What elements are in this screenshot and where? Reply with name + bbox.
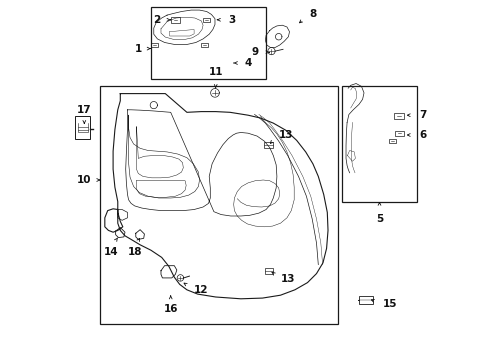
Bar — [341, 86, 416, 202]
Text: 14: 14 — [104, 247, 119, 257]
Bar — [358, 296, 372, 304]
Text: 7: 7 — [418, 110, 426, 120]
Text: 1: 1 — [134, 44, 142, 54]
Text: 3: 3 — [228, 15, 235, 25]
Bar — [393, 113, 404, 119]
Bar — [151, 7, 265, 79]
Bar — [101, 86, 337, 324]
Text: 12: 12 — [194, 285, 208, 295]
Text: 11: 11 — [208, 67, 223, 77]
Bar — [264, 142, 272, 148]
Text: 17: 17 — [77, 105, 91, 115]
Bar — [203, 18, 210, 22]
Text: 8: 8 — [309, 9, 316, 19]
Bar — [387, 139, 395, 143]
Text: 2: 2 — [152, 15, 160, 25]
Text: 10: 10 — [77, 175, 91, 185]
Bar — [200, 43, 207, 47]
Text: 4: 4 — [244, 58, 251, 68]
Text: 18: 18 — [127, 247, 142, 257]
Bar — [151, 43, 158, 47]
Text: 15: 15 — [382, 299, 397, 309]
Text: 13: 13 — [280, 274, 294, 284]
Text: 9: 9 — [251, 47, 258, 57]
Text: 16: 16 — [163, 304, 178, 314]
Text: 13: 13 — [278, 130, 293, 140]
Text: 6: 6 — [418, 130, 426, 140]
Bar — [394, 131, 403, 136]
Text: 5: 5 — [375, 214, 382, 224]
Bar — [75, 116, 90, 139]
Bar — [264, 268, 273, 274]
Bar — [170, 17, 180, 23]
